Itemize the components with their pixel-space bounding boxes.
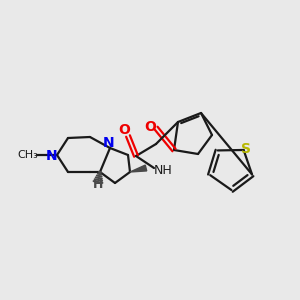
Text: S: S [241, 142, 250, 156]
Text: N: N [46, 149, 58, 163]
Text: O: O [144, 120, 156, 134]
Text: CH₃: CH₃ [18, 150, 38, 160]
Text: N: N [103, 136, 115, 150]
Text: H: H [93, 178, 103, 191]
Text: NH: NH [154, 164, 172, 176]
Text: O: O [118, 123, 130, 137]
Polygon shape [130, 165, 147, 172]
